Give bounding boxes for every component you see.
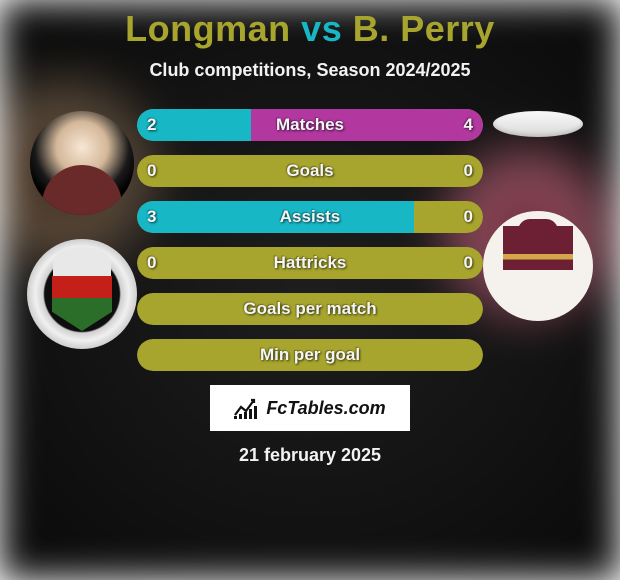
- stat-value-p1: 0: [147, 253, 156, 273]
- stat-label: Matches: [276, 115, 344, 135]
- stat-value-p2: 0: [464, 161, 473, 181]
- title-player2: B. Perry: [353, 8, 495, 49]
- stat-label: Assists: [280, 207, 340, 227]
- stats-bars-column: 2 4 Matches 0 0 Goals 3 0 Assists 0 0 Hattricks Goal…: [137, 109, 483, 371]
- stat-row-hattricks: 0 0 Hattricks: [137, 247, 483, 279]
- stat-label: Hattricks: [274, 253, 347, 273]
- stat-value-p2: 0: [464, 253, 473, 273]
- stat-value-p1: 2: [147, 115, 156, 135]
- stat-row-assists: 3 0 Assists: [137, 201, 483, 233]
- brand-label: FcTables.com: [266, 398, 385, 419]
- stat-bar-p1-fill: [137, 201, 414, 233]
- right-player-column: [483, 109, 593, 321]
- stat-row-min-per-goal: Min per goal: [137, 339, 483, 371]
- footer-date: 21 february 2025: [239, 445, 381, 466]
- stat-value-p2: 4: [464, 115, 473, 135]
- stat-label: Min per goal: [260, 345, 360, 365]
- main-comparison-area: 2 4 Matches 0 0 Goals 3 0 Assists 0 0 Hattricks Goal…: [0, 109, 620, 371]
- stat-label: Goals per match: [243, 299, 376, 319]
- subtitle: Club competitions, Season 2024/2025: [149, 60, 470, 81]
- stat-value-p2: 0: [464, 207, 473, 227]
- title-vs: vs: [301, 8, 342, 49]
- title-player1: Longman: [125, 8, 290, 49]
- stat-row-goals: 0 0 Goals: [137, 155, 483, 187]
- player1-photo: [30, 111, 134, 215]
- player1-club-badge: [27, 239, 137, 349]
- brand-attribution: FcTables.com: [210, 385, 410, 431]
- stat-row-matches: 2 4 Matches: [137, 109, 483, 141]
- stat-value-p1: 0: [147, 161, 156, 181]
- page-title: Longman vs B. Perry: [125, 8, 495, 50]
- stat-row-goals-per-match: Goals per match: [137, 293, 483, 325]
- player2-club-badge: [483, 211, 593, 321]
- stat-label: Goals: [286, 161, 333, 181]
- stat-value-p1: 3: [147, 207, 156, 227]
- player2-photo-placeholder: [493, 111, 583, 137]
- left-player-column: [27, 109, 137, 349]
- fctables-logo-icon: [234, 397, 260, 419]
